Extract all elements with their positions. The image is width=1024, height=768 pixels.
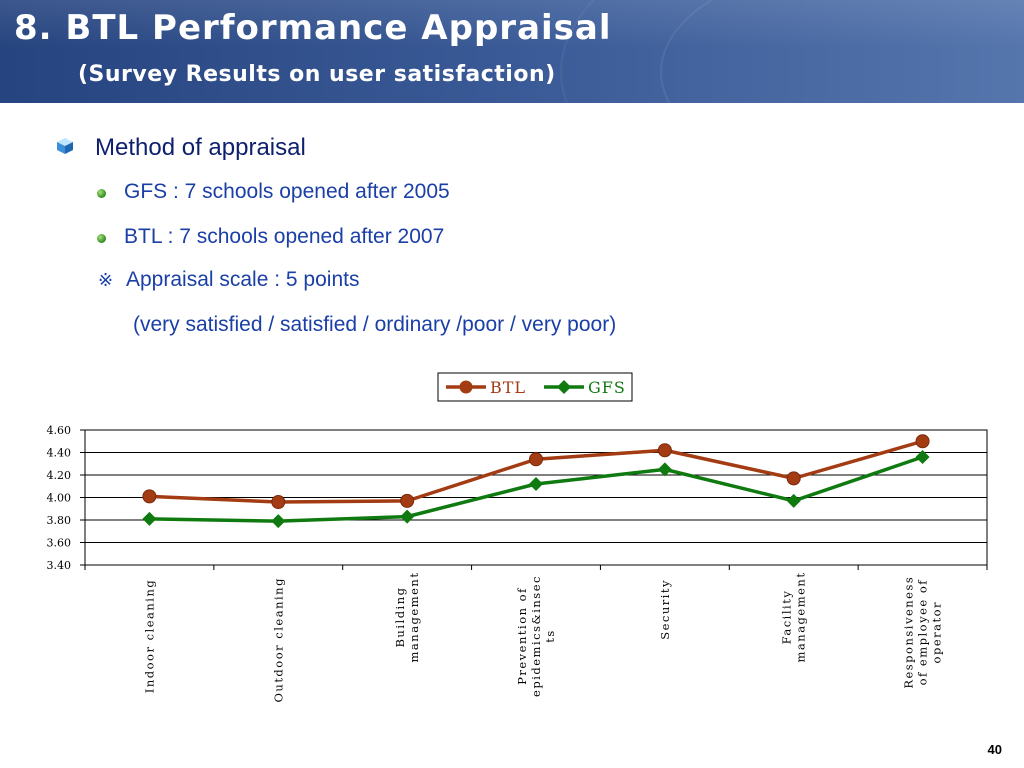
bullet-btl: BTL : 7 schools opened after 2007 (124, 225, 445, 248)
green-bullet-icon (97, 234, 106, 243)
x-category-label: Prevention ofepidemics&insects (515, 575, 557, 697)
legend-box (437, 372, 633, 402)
reference-mark-icon: ※ (98, 270, 114, 291)
legend-marker-btl (459, 380, 473, 394)
x-category-label: Buildingmanagement (393, 572, 421, 663)
point-gfs (400, 509, 415, 524)
legend-marker-gfs (557, 380, 571, 394)
point-btl (657, 443, 672, 458)
y-tick-label: 3.60 (47, 537, 72, 550)
scale-note: Appraisal scale : 5 points (126, 268, 360, 291)
point-btl (400, 493, 415, 508)
x-category-label: Facilitymanagement (780, 572, 808, 663)
point-gfs (915, 450, 930, 464)
y-tick-label: 3.80 (47, 514, 72, 527)
point-btl (271, 495, 286, 509)
cube-bullet-icon (57, 138, 73, 154)
banner-decoration-outer (560, 0, 1024, 103)
y-tick-label: 4.40 (47, 447, 72, 460)
legend-label-btl: BTL (490, 378, 526, 397)
legend-label-gfs: GFS (588, 378, 626, 397)
x-category-label: Indoor cleaning (142, 579, 156, 693)
y-tick-label: 4.20 (47, 469, 72, 482)
method-heading: Method of appraisal (95, 134, 306, 161)
satisfaction-line-chart: 3.40 3.60 3.80 4.00 4.20 4.40 4.60 Indoor clean… (47, 372, 988, 703)
y-tick-label: 3.40 (47, 559, 72, 572)
bullet-gfs: GFS : 7 schools opened after 2005 (124, 180, 450, 203)
x-category-label: Outdoor cleaning (271, 577, 285, 702)
point-btl (915, 434, 930, 449)
point-gfs (271, 514, 286, 529)
point-gfs (657, 462, 672, 477)
title-banner: 8. BTL Performance Appraisal (Survey Res… (0, 0, 1024, 103)
page-number: 40 (987, 742, 1002, 757)
slide-subtitle: (Survey Results on user satisfaction) (78, 62, 556, 87)
x-category-label: Security (658, 579, 672, 640)
point-gfs (142, 511, 157, 526)
green-bullet-icon (97, 189, 106, 198)
y-tick-label: 4.60 (47, 424, 72, 437)
scale-detail: (very satisfied / satisfied / ordinary /… (133, 313, 617, 336)
point-gfs (786, 493, 801, 508)
point-btl (786, 471, 801, 486)
point-btl (142, 489, 157, 504)
point-gfs (529, 477, 543, 491)
x-category-label: Responsivenessof employee ofoperator (902, 576, 944, 689)
y-tick-label: 4.00 (47, 492, 72, 505)
point-btl (529, 452, 543, 467)
slide-title: 8. BTL Performance Appraisal (14, 8, 612, 48)
